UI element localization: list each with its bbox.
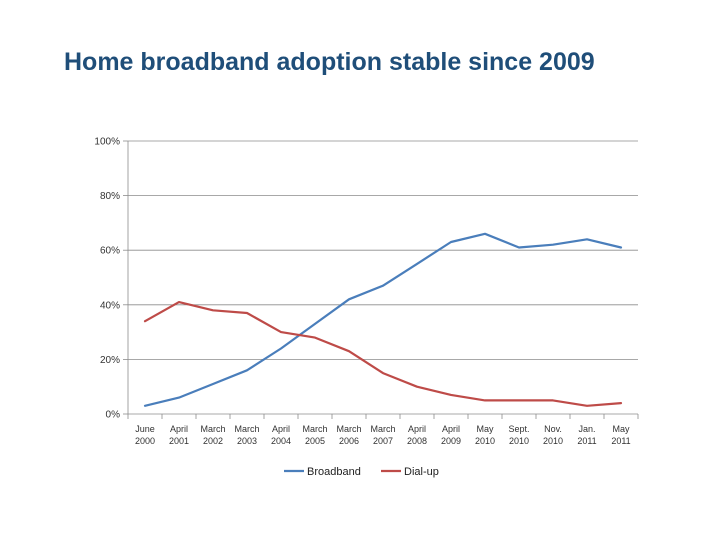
x-tick-label-month: June xyxy=(135,424,155,434)
x-tick-label-month: April xyxy=(272,424,290,434)
x-tick-label-month: Jan. xyxy=(578,424,595,434)
legend-label: Broadband xyxy=(307,466,361,478)
y-tick-label: 80% xyxy=(100,191,120,202)
y-tick-label: 20% xyxy=(100,355,120,366)
chart-title: Home broadband adoption stable since 200… xyxy=(64,48,595,76)
x-tick-label-year: 2005 xyxy=(305,436,325,446)
y-tick-label: 60% xyxy=(100,246,120,257)
x-tick-label-month: April xyxy=(442,424,460,434)
x-tick-label-month: May xyxy=(612,424,630,434)
x-tick-label-month: May xyxy=(476,424,494,434)
x-tick-label-month: March xyxy=(302,424,327,434)
x-tick-label-year: 2004 xyxy=(271,436,291,446)
y-tick-label: 40% xyxy=(100,300,120,311)
y-tick-label: 0% xyxy=(106,410,121,421)
x-tick-label-year: 2006 xyxy=(339,436,359,446)
x-tick-label-year: 2008 xyxy=(407,436,427,446)
x-tick-label-year: 2010 xyxy=(543,436,563,446)
series-line-dial-up xyxy=(143,301,623,407)
x-tick-label-year: 2011 xyxy=(611,436,630,446)
x-tick-label-month: March xyxy=(336,424,361,434)
series-lines xyxy=(143,232,623,407)
x-tick-label-year: 2002 xyxy=(203,436,223,446)
x-tick-label-year: 2010 xyxy=(475,436,495,446)
axes xyxy=(123,140,639,419)
x-tick-label-year: 2011 xyxy=(577,436,596,446)
x-tick-label-year: 2000 xyxy=(135,436,155,446)
legend: Broadband Dial-up xyxy=(284,466,439,478)
gridlines xyxy=(128,140,638,360)
x-tick-label-month: April xyxy=(170,424,188,434)
x-axis-ticks: June 2000 April 2001 March 2002 March 2003 April… xyxy=(135,424,631,446)
x-tick-label-month: March xyxy=(370,424,395,434)
x-tick-label-year: 2001 xyxy=(169,436,189,446)
x-tick-label-month: March xyxy=(234,424,259,434)
x-tick-label-year: 2007 xyxy=(373,436,393,446)
x-tick-label-month: Sept. xyxy=(508,424,529,434)
x-tick-label-month: March xyxy=(200,424,225,434)
x-tick-label-year: 2003 xyxy=(237,436,257,446)
x-tick-label-year: 2009 xyxy=(441,436,461,446)
y-axis-ticks: 0% 20% 40% 60% 80% 100% xyxy=(94,137,120,421)
x-tick-label-year: 2010 xyxy=(509,436,529,446)
legend-label: Dial-up xyxy=(404,466,439,478)
series-line-broadband xyxy=(143,232,623,407)
x-tick-label-month: Nov. xyxy=(544,424,562,434)
x-tick-label-month: April xyxy=(408,424,426,434)
y-tick-label: 100% xyxy=(94,137,120,148)
